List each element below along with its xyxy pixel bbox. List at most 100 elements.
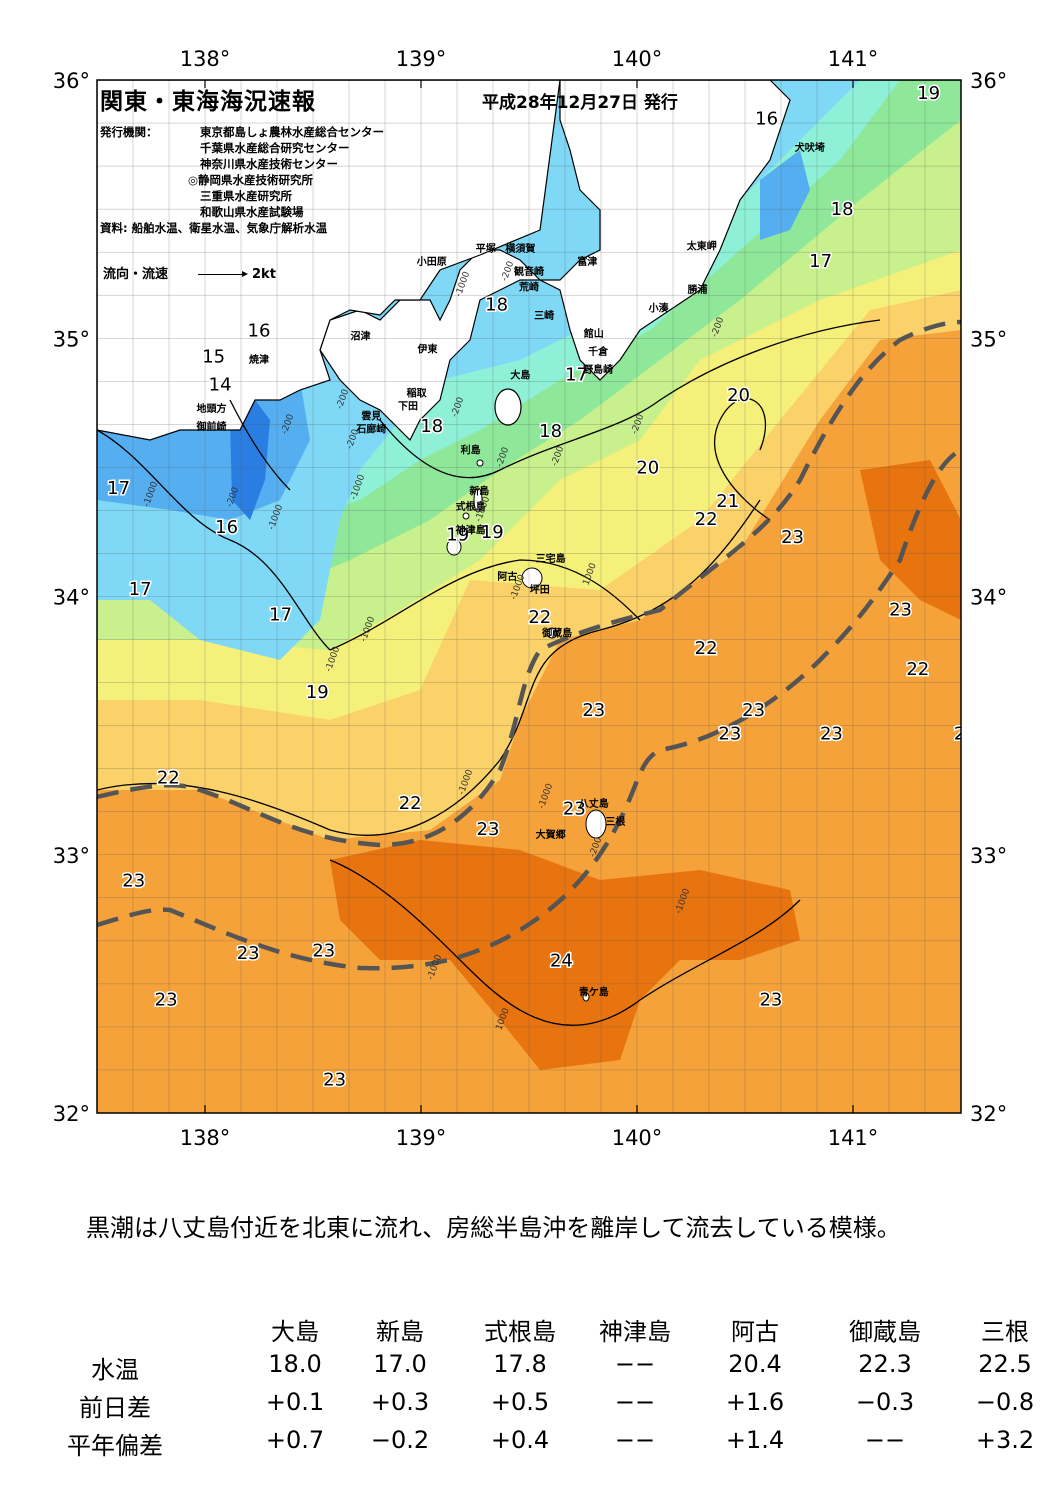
temperature-label: 23 [323,1069,346,1090]
island-niijima [473,487,483,513]
table-cell: 22.5 [978,1350,1032,1378]
lat-tick-label-right: 36° [970,69,1007,93]
place-label: 地頭方 [196,402,226,415]
temperature-label: 19 [446,525,469,546]
temperature-label: 22 [695,509,718,530]
table-row: 前日差 +0.1 +0.3 +0.5 −− +1.6 −0.3 −0.8 [40,1388,1040,1426]
lon-tick-label-top: 139° [396,47,447,71]
map-frame [96,79,962,1114]
station-table: 大島 新島 式根島 神津島 阿古 御蔵島 三根 水温 18.0 17.0 17.8 −− 20.4 22… [40,1312,1040,1464]
land-izu-shizuoka [97,80,561,441]
publisher-row: 千葉県水産総合研究センター [100,140,520,156]
temperature-label: 23 [718,723,741,744]
temperature-label: 22 [906,659,929,680]
lon-tick-label-top: 138° [180,47,231,71]
place-label: 太東岬 [686,239,717,252]
table-row: 平年偏差 +0.7 −0.2 +0.4 −− +1.4 −− +3.2 [40,1426,1040,1464]
lat-tick-label-right: 34° [970,586,1007,610]
temperature-label: 23 [312,940,335,961]
station-header: 神津島 [599,1318,671,1346]
place-label: 観音崎 [514,265,544,278]
place-label: 小田原 [416,255,447,268]
table-cell: +1.6 [725,1388,785,1416]
lat-tick-label-left: 33° [53,844,90,868]
table-cell: +0.1 [265,1388,325,1416]
place-label: 八丈島 [578,797,609,810]
temperature-label: 24 [550,951,573,972]
publisher-item: 千葉県水産総合研究センター [200,141,350,155]
publisher-item: 東京都島しょ農林水産総合センター [200,125,384,139]
place-label: 三崎 [534,309,554,322]
table-cell: +0.5 [490,1388,550,1416]
lon-tick-label-bottom: 140° [612,1126,663,1150]
temperature-label-layer: 19 16 18 17 18 16 15 14 17 20 18 18 20 17 21 16 22 19 19 23… [106,81,961,1092]
field-24 [330,460,961,1070]
summary-text: 黒潮は八丈島付近を北東に流れ、房総半島沖を離岸して流去している模様。 [62,1210,1022,1246]
place-label: 大賀郷 [536,828,566,841]
island-hachijojima [585,809,607,839]
temperature-label: 18 [485,295,508,316]
place-label: 御前崎 [195,420,226,433]
publisher-row: ◎静岡県水産技術研究所 [100,172,520,188]
place-label: 大島 [510,368,530,381]
island-miyakejima [521,567,543,589]
place-label: 横須賀 [505,242,535,255]
table-cell: 17.8 [493,1350,547,1378]
temperature-label: 18 [539,421,562,442]
place-label: 富津 [577,255,597,268]
temperature-label: 21 [716,491,739,512]
temperature-label: 19 [306,682,329,703]
table-cell: 18.0 [268,1350,322,1378]
row-label: 水温 [91,1356,139,1384]
place-label: 阿古 [497,570,517,583]
table-cell: −− [864,1426,906,1454]
lat-tick-label-right: 33° [970,844,1007,868]
temperature-label: 16 [755,109,778,130]
place-label: 稲取 [407,386,428,399]
grid-lines [97,80,961,1113]
lon-tick-label-top: 140° [612,47,663,71]
station-header: 新島 [376,1318,424,1346]
place-label: 三根 [605,815,625,828]
issue-date: 平成28年12月27日 発行 [482,93,678,113]
lat-tick-label-left: 32° [53,1102,90,1126]
station-header: 御蔵島 [849,1318,921,1346]
temperature-label: 17 [269,605,292,626]
island-kozushima [446,538,462,556]
temperature-label: 23 [155,989,178,1010]
temperature-label: 16 [215,517,238,538]
temperature-label: 23 [477,819,500,840]
table-cell: +1.4 [725,1426,785,1454]
lon-tick-label-bottom: 141° [828,1126,879,1150]
publisher-item: ◎静岡県水産技術研究所 [188,173,314,187]
table-cell: +0.3 [370,1388,430,1416]
temperature-label: 22 [528,607,551,628]
temperature-label: 23 [122,871,145,892]
table-header-row: 大島 新島 式根島 神津島 阿古 御蔵島 三根 [40,1312,1040,1350]
island-aogashima [582,992,590,1002]
table-cell: +0.7 [265,1426,325,1454]
temperature-label: 15 [202,346,225,367]
data-sources: 資料: 船舶水温、衛星水温、気象庁解析水温 [100,221,328,235]
temperature-label: 19 [917,83,940,104]
field-16 [97,150,810,520]
legend-speed: 2kt [252,267,276,282]
temperature-label: 17 [565,364,588,385]
table-cell: 17.0 [373,1350,427,1378]
temperature-label: 16 [248,321,271,342]
temperature-label: 23 [582,700,605,721]
temperature-label: 23 [563,798,586,819]
place-label: 新島 [469,485,489,498]
temperature-label: 23 [742,700,765,721]
place-label: 館山 [583,327,604,340]
axis-layer: 138° 138° 139° 139° 140° 140° 141° 141° 36° 36° 35… [53,47,1007,1150]
row-label: 前日差 [79,1394,151,1422]
table-cell: −− [614,1426,656,1454]
place-label: 石廊崎 [355,423,386,436]
island-toshima [476,459,484,467]
temperature-label: 19 [481,522,504,543]
place-label: 下田 [398,400,418,412]
table-cell: 22.3 [858,1350,912,1378]
current-legend: 流向・流速 2kt [103,263,276,282]
page-title: 関東・東海海況速報 [100,89,316,115]
